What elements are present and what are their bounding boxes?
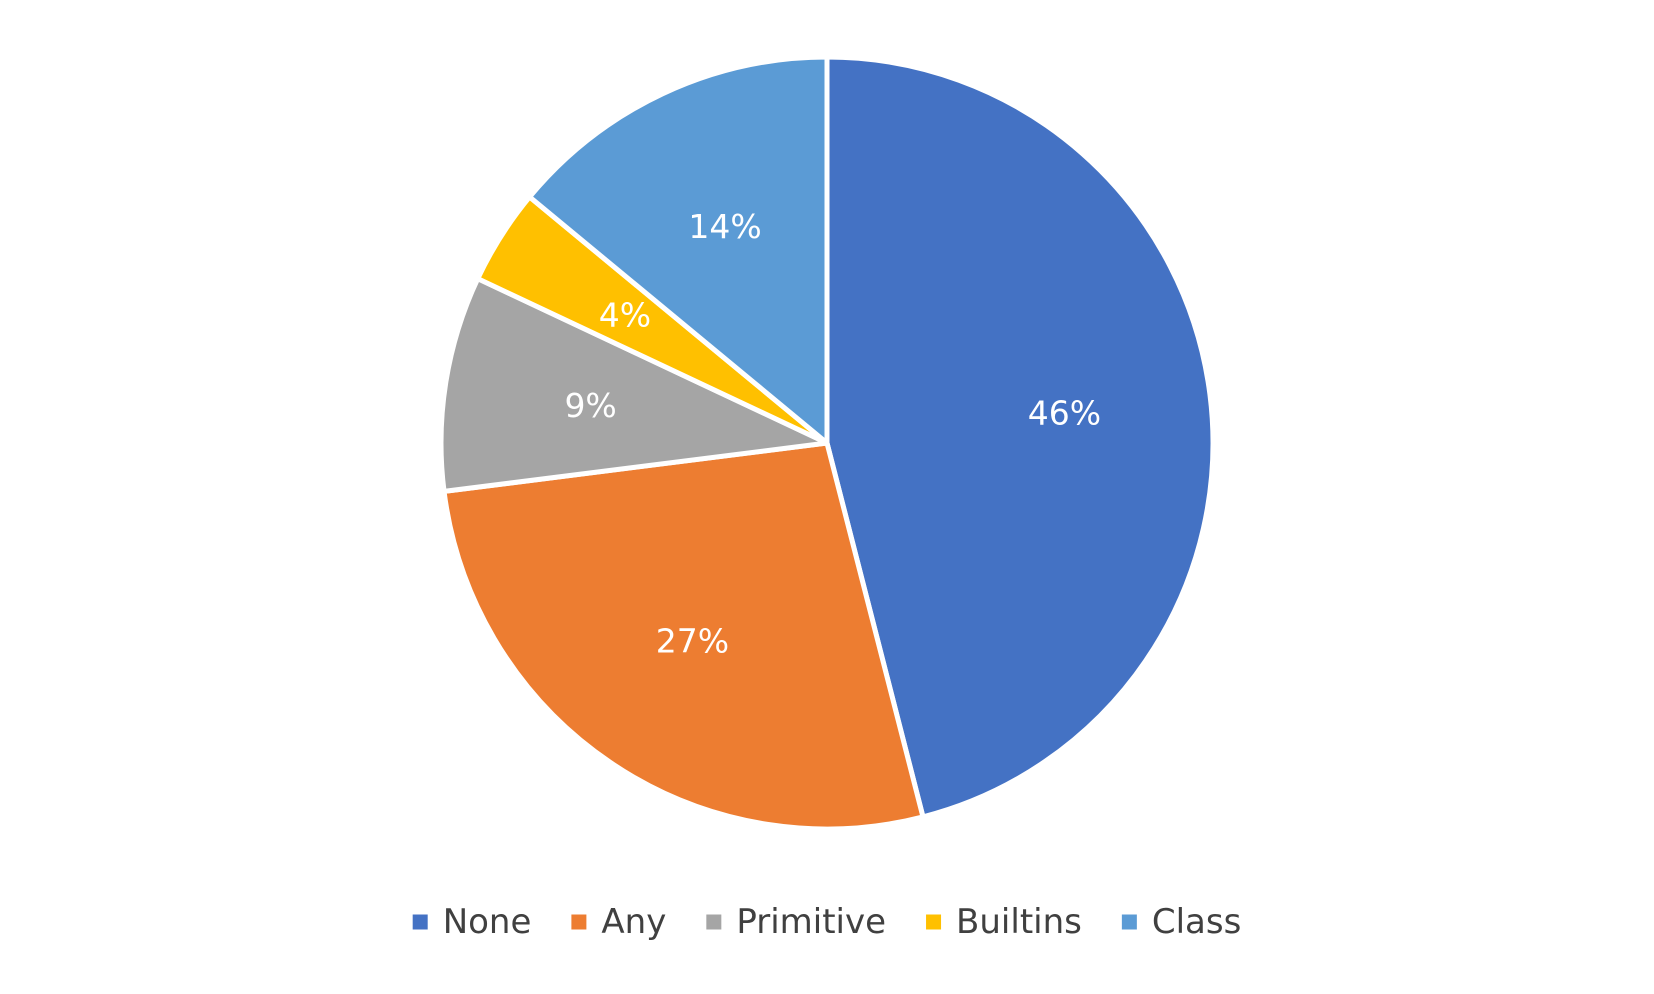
legend-label-primitive: Primitive bbox=[736, 902, 886, 942]
legend-item-primitive: Primitive bbox=[706, 902, 886, 942]
pie-slice-class bbox=[527, 54, 830, 446]
pie-slices bbox=[438, 54, 1216, 832]
pie-slice-primitive bbox=[438, 276, 830, 494]
data-label-primitive: 9% bbox=[564, 386, 616, 425]
data-label-builtins: 4% bbox=[599, 295, 651, 334]
legend-swatch-class bbox=[1121, 914, 1137, 930]
legend-swatch-any bbox=[571, 914, 587, 930]
legend-label-none: None bbox=[443, 902, 532, 942]
legend-item-none: None bbox=[412, 902, 532, 942]
legend-item-any: Any bbox=[571, 902, 666, 942]
pie-slice-any bbox=[441, 440, 926, 832]
legend-swatch-builtins bbox=[926, 914, 942, 930]
legend-label-class: Class bbox=[1152, 902, 1241, 942]
data-label-none: 46% bbox=[1028, 394, 1101, 433]
legend: None Any Primitive Builtins Class bbox=[412, 902, 1241, 942]
data-label-class: 14% bbox=[688, 207, 761, 246]
legend-label-any: Any bbox=[601, 902, 666, 942]
legend-swatch-primitive bbox=[706, 914, 722, 930]
legend-item-class: Class bbox=[1121, 902, 1241, 942]
legend-swatch-none bbox=[412, 914, 428, 930]
legend-label-builtins: Builtins bbox=[956, 902, 1082, 942]
data-label-any: 27% bbox=[656, 621, 729, 660]
pie-slice-labels: 46% 27% 9% 4% 14% bbox=[564, 207, 1101, 660]
pie-slice-none bbox=[824, 54, 1216, 820]
legend-item-builtins: Builtins bbox=[926, 902, 1082, 942]
